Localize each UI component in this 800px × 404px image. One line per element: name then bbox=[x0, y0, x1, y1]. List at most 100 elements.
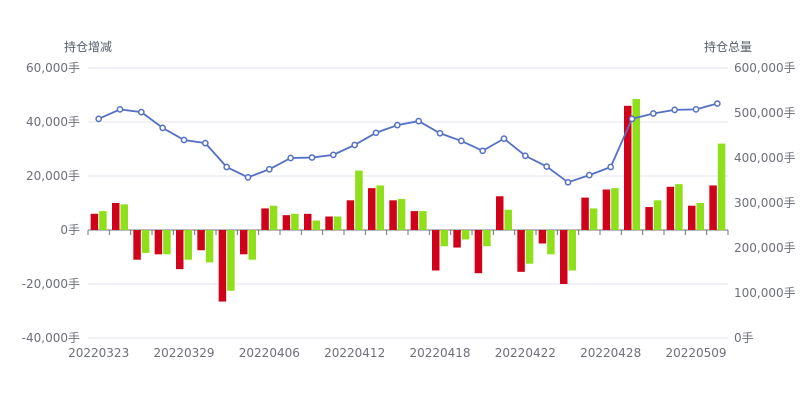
bar-red-23 bbox=[581, 197, 589, 230]
line-point-20 bbox=[521, 152, 529, 160]
line-point-2 bbox=[137, 108, 145, 116]
bar-red-18 bbox=[474, 230, 483, 274]
bar-green-8 bbox=[269, 205, 278, 230]
bar-green-22 bbox=[568, 230, 576, 271]
line-point-25 bbox=[628, 115, 636, 123]
bar-green-19 bbox=[504, 209, 512, 230]
bar-green-0 bbox=[99, 211, 107, 230]
bar-green-11 bbox=[333, 216, 342, 230]
x-axis-ticks: 20220323 20220329 20220406 20220412 20220418… bbox=[68, 346, 726, 360]
total-position-line bbox=[98, 102, 718, 184]
line-point-27 bbox=[671, 106, 679, 114]
bar-red-16 bbox=[432, 230, 440, 271]
bar-green-28 bbox=[696, 203, 704, 230]
line-point-18 bbox=[479, 147, 487, 155]
bar-red-5 bbox=[197, 230, 205, 251]
x-tick-label: 20220418 bbox=[409, 346, 470, 360]
bar-red-13 bbox=[368, 188, 376, 230]
line-point-19 bbox=[500, 135, 508, 142]
right-tick-label: 100,000手 bbox=[734, 286, 796, 300]
bar-green-10 bbox=[312, 220, 320, 230]
x-tick-label: 20220329 bbox=[153, 346, 214, 360]
line-point-3 bbox=[159, 124, 167, 132]
bar-red-11 bbox=[325, 216, 333, 230]
bar-red-14 bbox=[389, 200, 397, 230]
line-point-17 bbox=[457, 137, 465, 145]
bar-red-10 bbox=[304, 213, 312, 230]
bar-red-1 bbox=[112, 203, 120, 230]
bar-green-12 bbox=[355, 170, 363, 230]
line-series bbox=[95, 100, 721, 186]
line-point-6 bbox=[223, 163, 231, 171]
line-point-5 bbox=[201, 139, 209, 147]
line-point-28 bbox=[692, 106, 700, 113]
right-tick-label: 200,000手 bbox=[734, 241, 796, 255]
line-point-12 bbox=[351, 141, 359, 149]
bar-green-14 bbox=[397, 198, 406, 230]
line-point-10 bbox=[308, 154, 316, 161]
right-axis-title: 持仓总量 bbox=[704, 39, 752, 54]
bar-red-0 bbox=[90, 213, 99, 230]
bar-green-18 bbox=[483, 230, 491, 247]
x-tick-label: 20220323 bbox=[68, 346, 129, 360]
line-point-7 bbox=[244, 174, 252, 181]
bar-red-9 bbox=[282, 215, 291, 230]
line-point-13 bbox=[372, 129, 380, 137]
bar-red-25 bbox=[624, 105, 632, 230]
left-tick-label: -20,000手 bbox=[22, 277, 80, 291]
line-point-16 bbox=[436, 129, 444, 137]
bar-red-29 bbox=[709, 185, 717, 230]
bar-green-26 bbox=[653, 200, 662, 230]
line-point-9 bbox=[287, 154, 295, 162]
x-tick-label: 20220422 bbox=[495, 346, 556, 360]
bar-red-3 bbox=[154, 230, 163, 255]
bar-red-12 bbox=[346, 200, 355, 230]
bar-green-25 bbox=[632, 99, 640, 230]
bar-red-17 bbox=[453, 230, 461, 248]
bar-red-22 bbox=[560, 230, 568, 284]
bar-green-3 bbox=[163, 230, 171, 255]
bar-green-5 bbox=[205, 230, 214, 263]
bar-green-15 bbox=[419, 211, 427, 230]
bar-red-15 bbox=[410, 211, 419, 230]
bar-green-7 bbox=[248, 230, 256, 260]
line-point-21 bbox=[543, 163, 551, 170]
line-point-15 bbox=[415, 117, 423, 125]
bar-red-8 bbox=[261, 208, 269, 230]
line-point-11 bbox=[329, 151, 337, 159]
bar-green-27 bbox=[675, 184, 683, 230]
bar-red-4 bbox=[176, 230, 184, 270]
right-tick-label: 500,000手 bbox=[734, 106, 796, 120]
line-point-8 bbox=[265, 165, 273, 173]
bar-green-21 bbox=[547, 230, 555, 255]
bar-green-29 bbox=[717, 143, 726, 230]
left-tick-label: -40,000手 bbox=[22, 331, 80, 345]
right-tick-label: 600,000手 bbox=[734, 61, 796, 75]
line-point-0 bbox=[95, 115, 103, 123]
bar-red-7 bbox=[240, 230, 248, 255]
bar-red-26 bbox=[645, 207, 653, 230]
line-point-14 bbox=[393, 121, 401, 129]
x-tick-label: 20220428 bbox=[580, 346, 641, 360]
bar-green-17 bbox=[461, 230, 470, 240]
bar-red-28 bbox=[688, 205, 696, 230]
right-tick-label: 0手 bbox=[734, 331, 754, 345]
left-tick-label: 40,000手 bbox=[26, 115, 80, 129]
right-tick-label: 300,000手 bbox=[734, 196, 796, 210]
bar-red-6 bbox=[218, 230, 227, 302]
line-point-4 bbox=[180, 136, 188, 144]
line-point-26 bbox=[649, 110, 657, 117]
line-point-24 bbox=[607, 163, 615, 171]
bar-green-1 bbox=[120, 204, 128, 230]
bar-red-2 bbox=[133, 230, 141, 260]
left-tick-label: 0手 bbox=[60, 223, 80, 237]
bar-green-13 bbox=[376, 185, 384, 230]
bar-red-24 bbox=[602, 189, 611, 230]
bar-green-24 bbox=[611, 188, 619, 230]
grid-lines bbox=[87, 67, 729, 339]
x-tick-label: 20220509 bbox=[665, 346, 726, 360]
left-tick-label: 60,000手 bbox=[26, 61, 80, 75]
bar-green-4 bbox=[184, 230, 192, 260]
